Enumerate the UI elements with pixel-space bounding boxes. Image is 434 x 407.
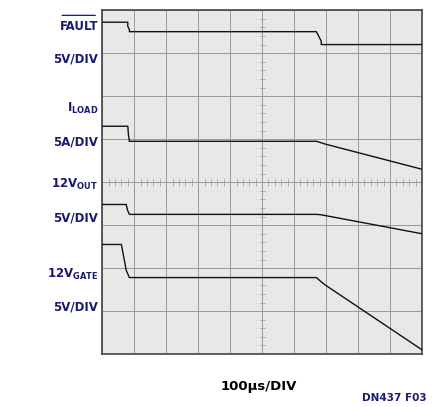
Text: DN437 F03: DN437 F03 <box>361 393 425 403</box>
Text: 5V/DIV: 5V/DIV <box>53 300 98 313</box>
Text: 5V/DIV: 5V/DIV <box>53 53 98 66</box>
Text: 100μs/DIV: 100μs/DIV <box>220 380 296 393</box>
Text: $\mathregular{12V_{GATE}}$: $\mathregular{12V_{GATE}}$ <box>47 267 98 282</box>
Text: $\mathregular{12V_{OUT}}$: $\mathregular{12V_{OUT}}$ <box>51 177 98 192</box>
Text: 5A/DIV: 5A/DIV <box>53 136 98 149</box>
Text: $\mathregular{I_{LOAD}}$: $\mathregular{I_{LOAD}}$ <box>66 101 98 116</box>
Text: FAULT: FAULT <box>59 20 98 33</box>
Text: 5V/DIV: 5V/DIV <box>53 211 98 224</box>
